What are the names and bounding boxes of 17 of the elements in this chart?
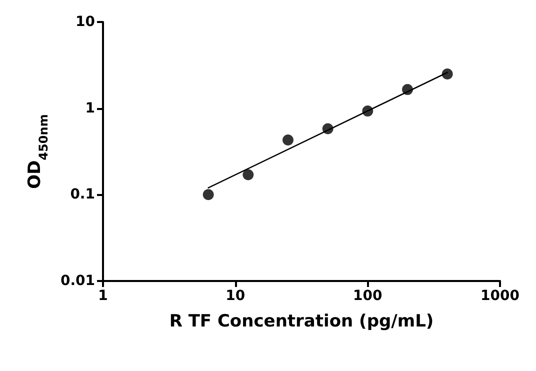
point: [362, 106, 374, 117]
y-tick-label: 0.01: [60, 273, 95, 289]
point: [282, 134, 294, 146]
x-axis-title: R TF Concentration (pg/mL): [169, 312, 434, 332]
y-axis-title: OD450nm: [25, 114, 51, 189]
x-tick-label: 1000: [480, 288, 520, 304]
point: [202, 189, 214, 200]
y-tick-label: 0.1: [70, 186, 95, 203]
x-tick-label: 1: [98, 288, 108, 304]
point: [242, 169, 254, 180]
y-tick-label: 10: [76, 14, 96, 30]
point: [442, 68, 453, 80]
y-tick-label: 1: [85, 100, 95, 116]
point: [402, 84, 414, 96]
point: [322, 123, 334, 134]
x-tick-label: 10: [226, 288, 246, 304]
x-tick-label: 100: [353, 288, 383, 304]
